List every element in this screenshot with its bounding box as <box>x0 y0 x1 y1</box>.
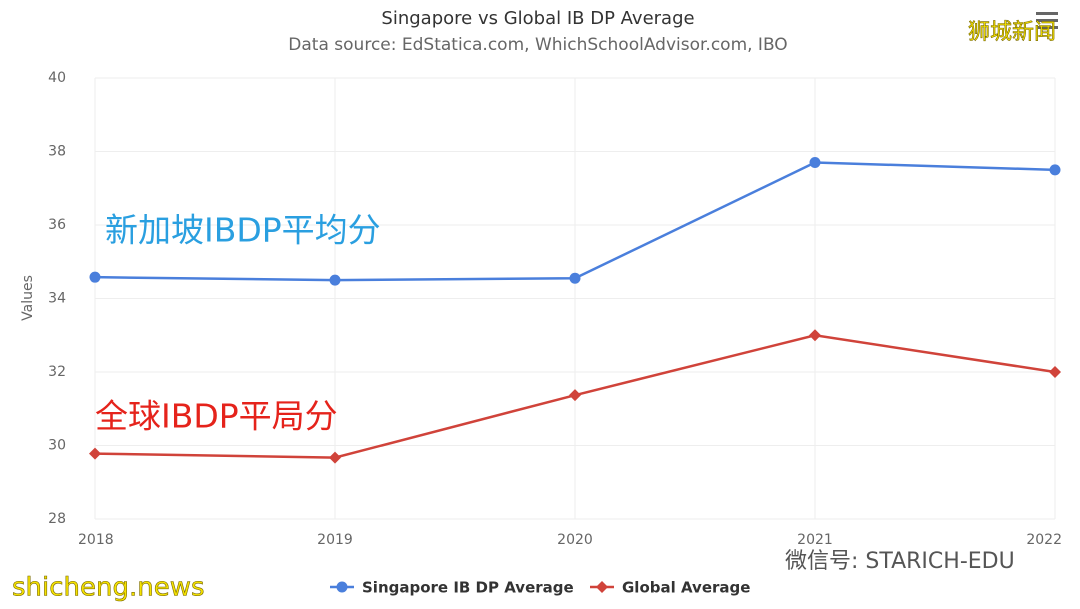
y-tick-label: 36 <box>48 217 66 233</box>
y-tick-label: 30 <box>48 438 66 454</box>
point <box>89 447 101 460</box>
y-axis-title: Values <box>20 275 36 321</box>
point <box>1049 164 1061 176</box>
point <box>569 272 581 284</box>
y-tick-label: 32 <box>48 364 66 380</box>
point <box>329 451 341 464</box>
x-tick-label: 2019 <box>317 532 353 548</box>
point <box>809 157 821 169</box>
x-tick-label: 2020 <box>557 532 593 548</box>
chart-subtitle: Data source: EdStatica.com, WhichSchoolA… <box>288 35 787 55</box>
chart-title: Singapore vs Global IB DP Average <box>381 8 694 29</box>
legend-item[interactable]: Global Average <box>590 579 750 597</box>
y-tick-label: 38 <box>48 144 66 160</box>
menu-bar <box>1036 26 1058 29</box>
y-tick-label: 28 <box>48 511 66 527</box>
legend-label: Singapore IB DP Average <box>362 579 574 597</box>
watermark: 狮城新闻 <box>968 20 1056 45</box>
legend-marker <box>336 581 348 593</box>
y-tick-label: 40 <box>48 70 66 86</box>
y-tick-label: 34 <box>48 291 66 307</box>
point <box>809 329 821 342</box>
legend-marker <box>596 581 608 593</box>
x-tick-label: 2021 <box>797 532 833 548</box>
menu-bar <box>1036 19 1058 22</box>
point <box>329 274 341 286</box>
annotation: 新加坡IBDP平均分 <box>105 211 381 250</box>
point <box>1049 366 1061 378</box>
annotation: 全球IBDP平局分 <box>95 397 338 436</box>
point <box>89 271 101 283</box>
x-tick-label: 2018 <box>78 532 114 548</box>
watermark: 微信号: STARICH-EDU <box>785 549 1015 574</box>
legend-label: Global Average <box>622 579 750 597</box>
menu-bar <box>1036 12 1058 15</box>
point <box>569 389 581 402</box>
legend-item[interactable]: Singapore IB DP Average <box>330 579 574 597</box>
watermark: shicheng.news <box>12 573 205 603</box>
menu-icon[interactable] <box>1036 12 1058 29</box>
x-tick-label: 2022 <box>1026 532 1062 548</box>
